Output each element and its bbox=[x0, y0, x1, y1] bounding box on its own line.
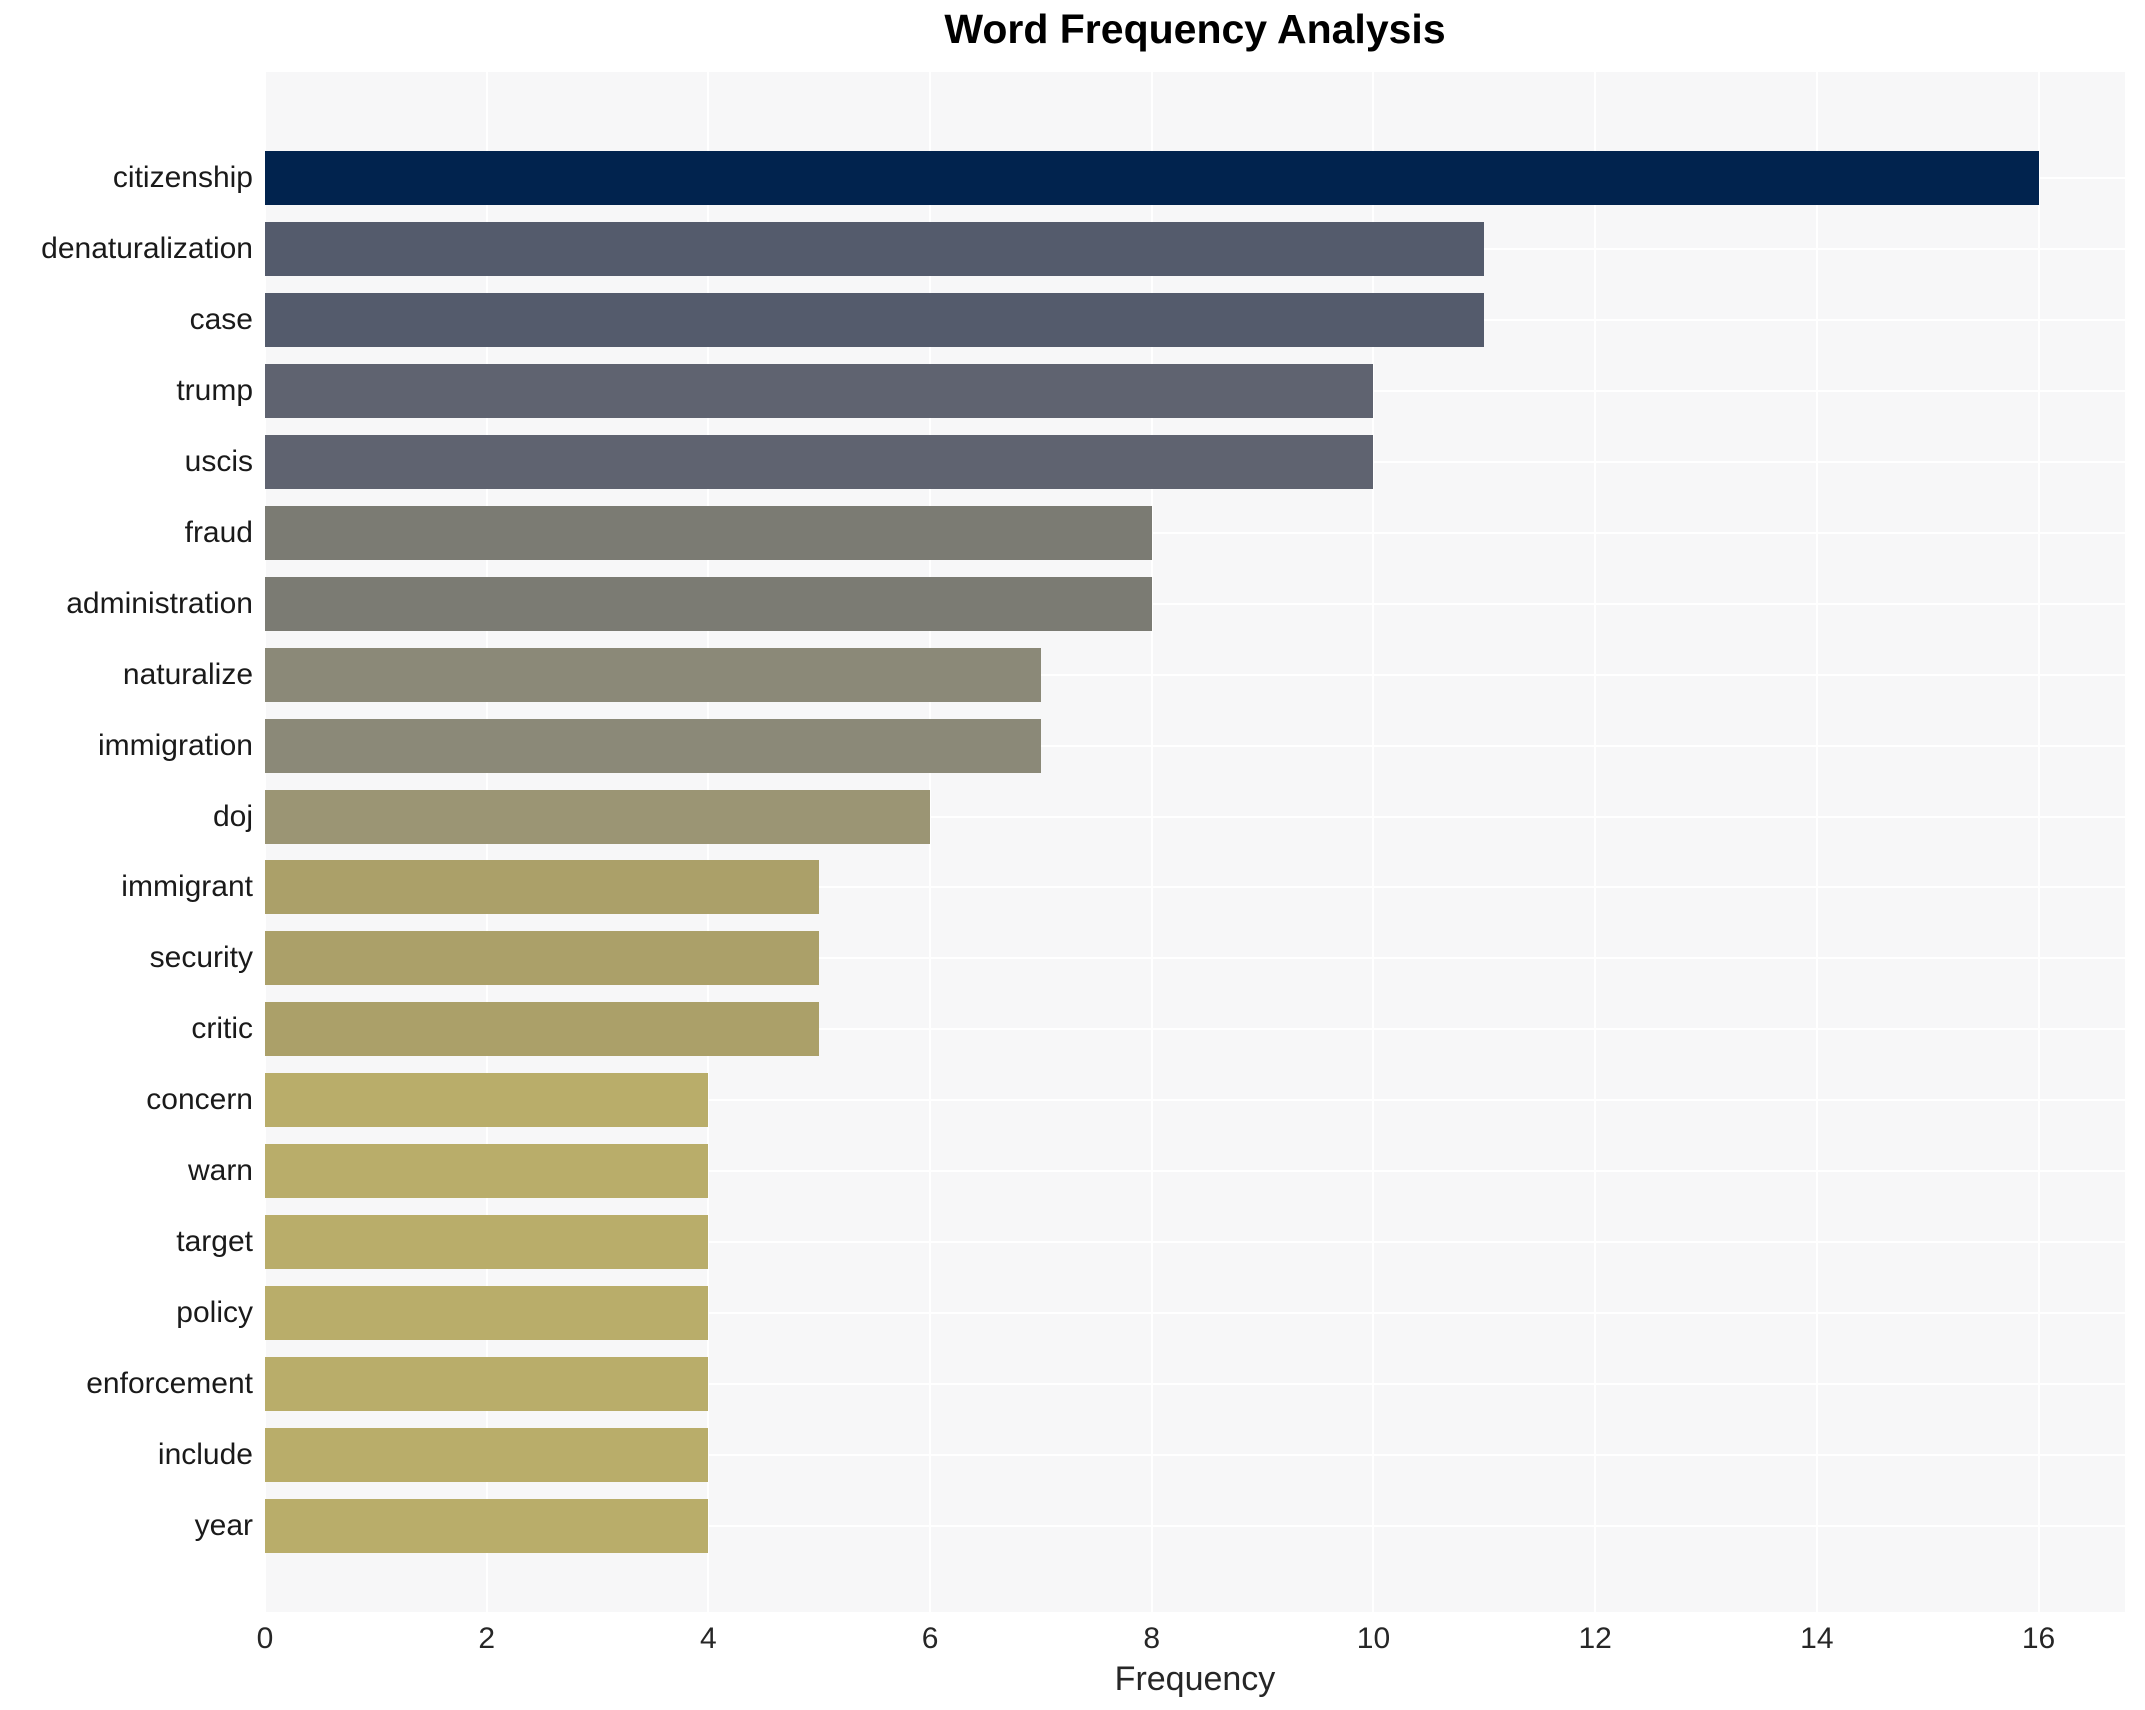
bar-trump bbox=[265, 364, 1374, 419]
gridline-horizontal-policy bbox=[265, 1311, 2125, 1314]
y-axis-label-citizenship: citizenship bbox=[112, 161, 253, 195]
x-axis-tick-14: 14 bbox=[1800, 1622, 1834, 1655]
y-axis-label-security: security bbox=[149, 941, 253, 975]
bar-uscis bbox=[265, 435, 1374, 490]
y-axis-label-case: case bbox=[189, 303, 253, 337]
bar-citizenship bbox=[265, 151, 2039, 206]
bar-administration bbox=[265, 576, 1152, 631]
x-axis-title: Frequency bbox=[1114, 1660, 1276, 1698]
bar-enforcement bbox=[265, 1356, 709, 1411]
y-axis-label-administration: administration bbox=[66, 586, 253, 620]
gridline-horizontal-immigration bbox=[265, 744, 2125, 747]
bar-policy bbox=[265, 1285, 709, 1340]
y-axis-label-warn: warn bbox=[187, 1154, 253, 1188]
bar-year bbox=[265, 1498, 709, 1553]
bar-immigration bbox=[265, 718, 1041, 773]
gridline-horizontal-enforcement bbox=[265, 1382, 2125, 1385]
bar-case bbox=[265, 293, 1485, 348]
gridline-horizontal-warn bbox=[265, 1170, 2125, 1173]
x-axis-tick-8: 8 bbox=[1143, 1622, 1161, 1655]
bar-naturalize bbox=[265, 647, 1041, 702]
gridline-horizontal-critic bbox=[265, 1028, 2125, 1031]
x-axis-tick-16: 16 bbox=[2021, 1622, 2056, 1655]
bar-critic bbox=[265, 1002, 820, 1057]
gridline-vertical-16 bbox=[2037, 72, 2040, 1612]
y-axis-label-uscis: uscis bbox=[184, 445, 253, 479]
y-axis-label-fraud: fraud bbox=[184, 515, 253, 549]
plot-area bbox=[265, 72, 2125, 1612]
gridline-horizontal-concern bbox=[265, 1099, 2125, 1102]
y-axis-label-concern: concern bbox=[146, 1083, 253, 1117]
bar-doj bbox=[265, 789, 931, 844]
y-axis-label-immigrant: immigrant bbox=[121, 870, 253, 904]
y-axis-label-trump: trump bbox=[176, 374, 253, 408]
gridline-horizontal-year bbox=[265, 1524, 2125, 1527]
gridline-horizontal-immigrant bbox=[265, 886, 2125, 889]
y-axis-label-critic: critic bbox=[191, 1012, 253, 1046]
x-axis-tick-0: 0 bbox=[256, 1622, 274, 1655]
y-axis-label-year: year bbox=[194, 1508, 253, 1542]
y-axis-label-include: include bbox=[157, 1437, 253, 1471]
x-axis-tick-2: 2 bbox=[478, 1622, 496, 1655]
gridline-horizontal-include bbox=[265, 1453, 2125, 1456]
y-axis-label-naturalize: naturalize bbox=[122, 657, 253, 691]
gridline-horizontal-target bbox=[265, 1240, 2125, 1243]
gridline-vertical-8 bbox=[1150, 72, 1153, 1612]
bar-concern bbox=[265, 1073, 709, 1128]
gridline-vertical-10 bbox=[1372, 72, 1375, 1612]
gridline-horizontal-doj bbox=[265, 815, 2125, 818]
gridline-horizontal-naturalize bbox=[265, 673, 2125, 676]
y-axis-label-target: target bbox=[176, 1224, 253, 1258]
x-axis-tick-10: 10 bbox=[1356, 1622, 1391, 1655]
gridline-horizontal-administration bbox=[265, 602, 2125, 605]
y-axis-label-doj: doj bbox=[212, 799, 253, 833]
bar-include bbox=[265, 1427, 709, 1482]
gridline-vertical-6 bbox=[929, 72, 932, 1612]
y-axis-label-denaturalization: denaturalization bbox=[41, 232, 253, 266]
gridline-vertical-12 bbox=[1594, 72, 1597, 1612]
gridline-horizontal-security bbox=[265, 957, 2125, 960]
y-axis-label-enforcement: enforcement bbox=[86, 1366, 253, 1400]
bar-denaturalization bbox=[265, 222, 1485, 277]
bar-fraud bbox=[265, 505, 1152, 560]
bar-security bbox=[265, 931, 820, 986]
gridline-horizontal-fraud bbox=[265, 531, 2125, 534]
chart-title: Word Frequency Analysis bbox=[944, 6, 1446, 52]
bar-target bbox=[265, 1214, 709, 1269]
gridline-vertical-14 bbox=[1815, 72, 1818, 1612]
bar-warn bbox=[265, 1144, 709, 1199]
x-axis-tick-6: 6 bbox=[921, 1622, 939, 1655]
x-axis-tick-4: 4 bbox=[700, 1622, 717, 1655]
x-axis-tick-12: 12 bbox=[1578, 1622, 1612, 1655]
bar-immigrant bbox=[265, 860, 820, 915]
y-axis-label-immigration: immigration bbox=[97, 728, 253, 762]
y-axis-label-policy: policy bbox=[176, 1295, 253, 1329]
